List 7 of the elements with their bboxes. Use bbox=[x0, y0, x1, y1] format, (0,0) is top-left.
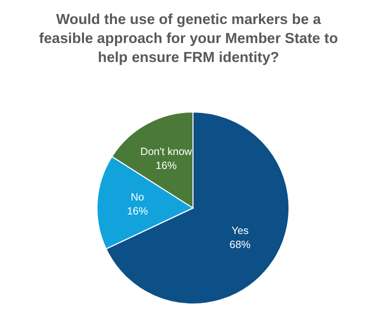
chart-title: Would the use of genetic markers be a feasible approach for your Member State to help ensure FRM identity? bbox=[39, 12, 338, 66]
slice-label: Yes bbox=[231, 224, 249, 237]
slice-label: No bbox=[130, 192, 144, 204]
data-label: 16% bbox=[156, 160, 177, 172]
data-label: 16% bbox=[126, 206, 148, 218]
slice-label: Don't know bbox=[140, 146, 192, 158]
data-label: 68% bbox=[230, 238, 251, 251]
